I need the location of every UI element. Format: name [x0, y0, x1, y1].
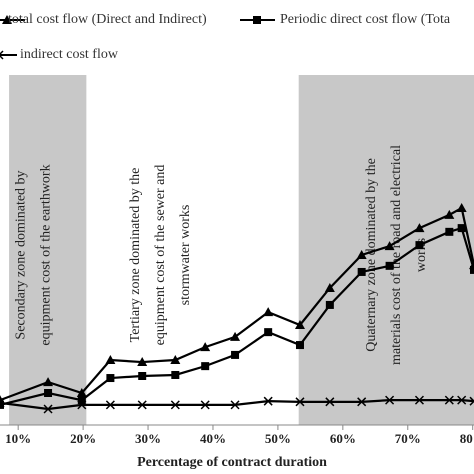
x-marker: [469, 396, 474, 406]
square-marker: [295, 341, 304, 350]
x-marker: [200, 400, 210, 410]
square-marker: [385, 261, 394, 270]
square-marker: [457, 224, 466, 233]
triangle-marker: [263, 307, 274, 317]
x-tick-label: 50%: [265, 431, 291, 446]
triangle-marker: [43, 377, 54, 387]
triangle-marker: [170, 355, 181, 365]
square-marker: [470, 265, 474, 274]
triangle-marker: [200, 342, 211, 352]
x-marker: [0, 50, 4, 60]
x-marker: [137, 400, 147, 410]
square-marker: [171, 370, 180, 379]
x-marker: [457, 395, 467, 405]
x-tick-label: 40%: [200, 431, 226, 446]
x-axis-label: Percentage of contract duration: [137, 455, 327, 470]
triangle-marker: [137, 357, 148, 367]
x-marker: [444, 395, 454, 405]
triangle-marker: [414, 223, 425, 233]
x-marker: [170, 400, 180, 410]
x-marker: [295, 397, 305, 407]
legend-label: Periodic direct cost flow (Tota: [280, 12, 451, 27]
triangle-marker: [324, 282, 335, 292]
square-marker: [415, 241, 424, 250]
zone-annotation: equipment cost of the sewer and: [153, 165, 168, 346]
x-tick-label: 70%: [395, 431, 421, 446]
legend-label: indirect cost flow: [20, 47, 119, 62]
triangle-marker: [76, 388, 87, 397]
zone-annotation: Tertiary zone dominated by the: [128, 168, 143, 343]
x-marker: [105, 400, 115, 410]
square-marker: [77, 396, 86, 405]
triangle-marker: [105, 355, 116, 365]
triangle-marker: [230, 331, 241, 341]
square-marker: [253, 16, 261, 24]
square-marker: [357, 267, 366, 276]
triangle-marker: [456, 203, 467, 213]
x-marker: [385, 395, 395, 405]
x-tick-label: 10%: [5, 431, 31, 446]
triangle-marker: [444, 209, 455, 219]
triangle-marker: [384, 241, 395, 251]
square-marker: [264, 328, 273, 337]
legend-label: total cost flow (Direct and Indirect): [8, 12, 207, 27]
square-marker: [231, 350, 240, 359]
x-marker: [230, 400, 240, 410]
x-tick-label: 30%: [135, 431, 161, 446]
x-marker: [414, 395, 424, 405]
square-marker: [106, 374, 115, 383]
zone-annotation: stormwater works: [178, 205, 193, 306]
x-marker: [43, 404, 53, 414]
x-marker: [325, 397, 335, 407]
shaded-zone: [9, 75, 87, 425]
zone-annotation: Quaternary zone dominated by the: [364, 158, 379, 352]
square-marker: [138, 372, 147, 380]
square-marker: [201, 362, 210, 371]
x-marker: [77, 400, 87, 410]
zone-annotation: equipment cost of the earthwork: [38, 164, 53, 345]
x-marker: [263, 396, 273, 406]
x-marker: [0, 398, 5, 408]
square-marker: [445, 227, 454, 236]
zone-annotation: materials cost of the road and electrica…: [389, 145, 404, 365]
triangle-marker: [2, 15, 12, 24]
square-marker: [44, 389, 53, 397]
x-tick-label: 60%: [330, 431, 356, 446]
x-tick-label: 80%: [460, 431, 474, 446]
zone-annotation: Secondary zone dominated by: [13, 170, 28, 339]
triangle-marker: [356, 249, 367, 259]
x-tick-label: 20%: [70, 431, 96, 446]
triangle-marker: [294, 320, 305, 329]
square-marker: [325, 300, 334, 309]
x-marker: [357, 397, 367, 407]
